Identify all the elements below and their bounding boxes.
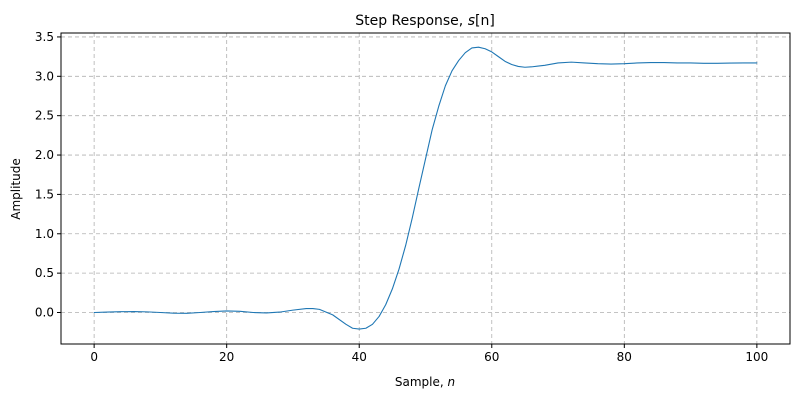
axis-ticks <box>57 36 758 348</box>
y-tick-label: 1.5 <box>35 187 54 201</box>
series-line-0 <box>93 46 758 330</box>
y-tick-label: 1.0 <box>35 227 54 241</box>
x-tick-label: 100 <box>745 350 768 364</box>
series <box>93 46 758 330</box>
x-axis-label: Sample, n <box>395 375 455 389</box>
chart-title: Step Response, s[n] <box>355 13 495 29</box>
tick-labels: 0 20 40 60 80 100 0.0 0.5 1.0 1.5 2.0 2.5 3.0 3.5 <box>35 30 768 364</box>
grid <box>61 33 790 344</box>
plot-frame <box>60 32 791 345</box>
y-tick-label: 3.5 <box>35 30 54 44</box>
x-tick-label: 0 <box>90 350 98 364</box>
y-tick-label: 0.5 <box>35 266 54 280</box>
x-tick-label: 40 <box>352 350 367 364</box>
x-tick-label: 60 <box>484 350 499 364</box>
y-axis-label: Amplitude <box>9 158 23 220</box>
x-tick-label: 20 <box>219 350 234 364</box>
y-tick-label: 2.0 <box>35 148 54 162</box>
y-tick-label: 3.0 <box>35 69 54 83</box>
y-tick-label: 0.0 <box>35 306 54 320</box>
x-tick-label: 80 <box>617 350 632 364</box>
y-tick-label: 2.5 <box>35 109 54 123</box>
